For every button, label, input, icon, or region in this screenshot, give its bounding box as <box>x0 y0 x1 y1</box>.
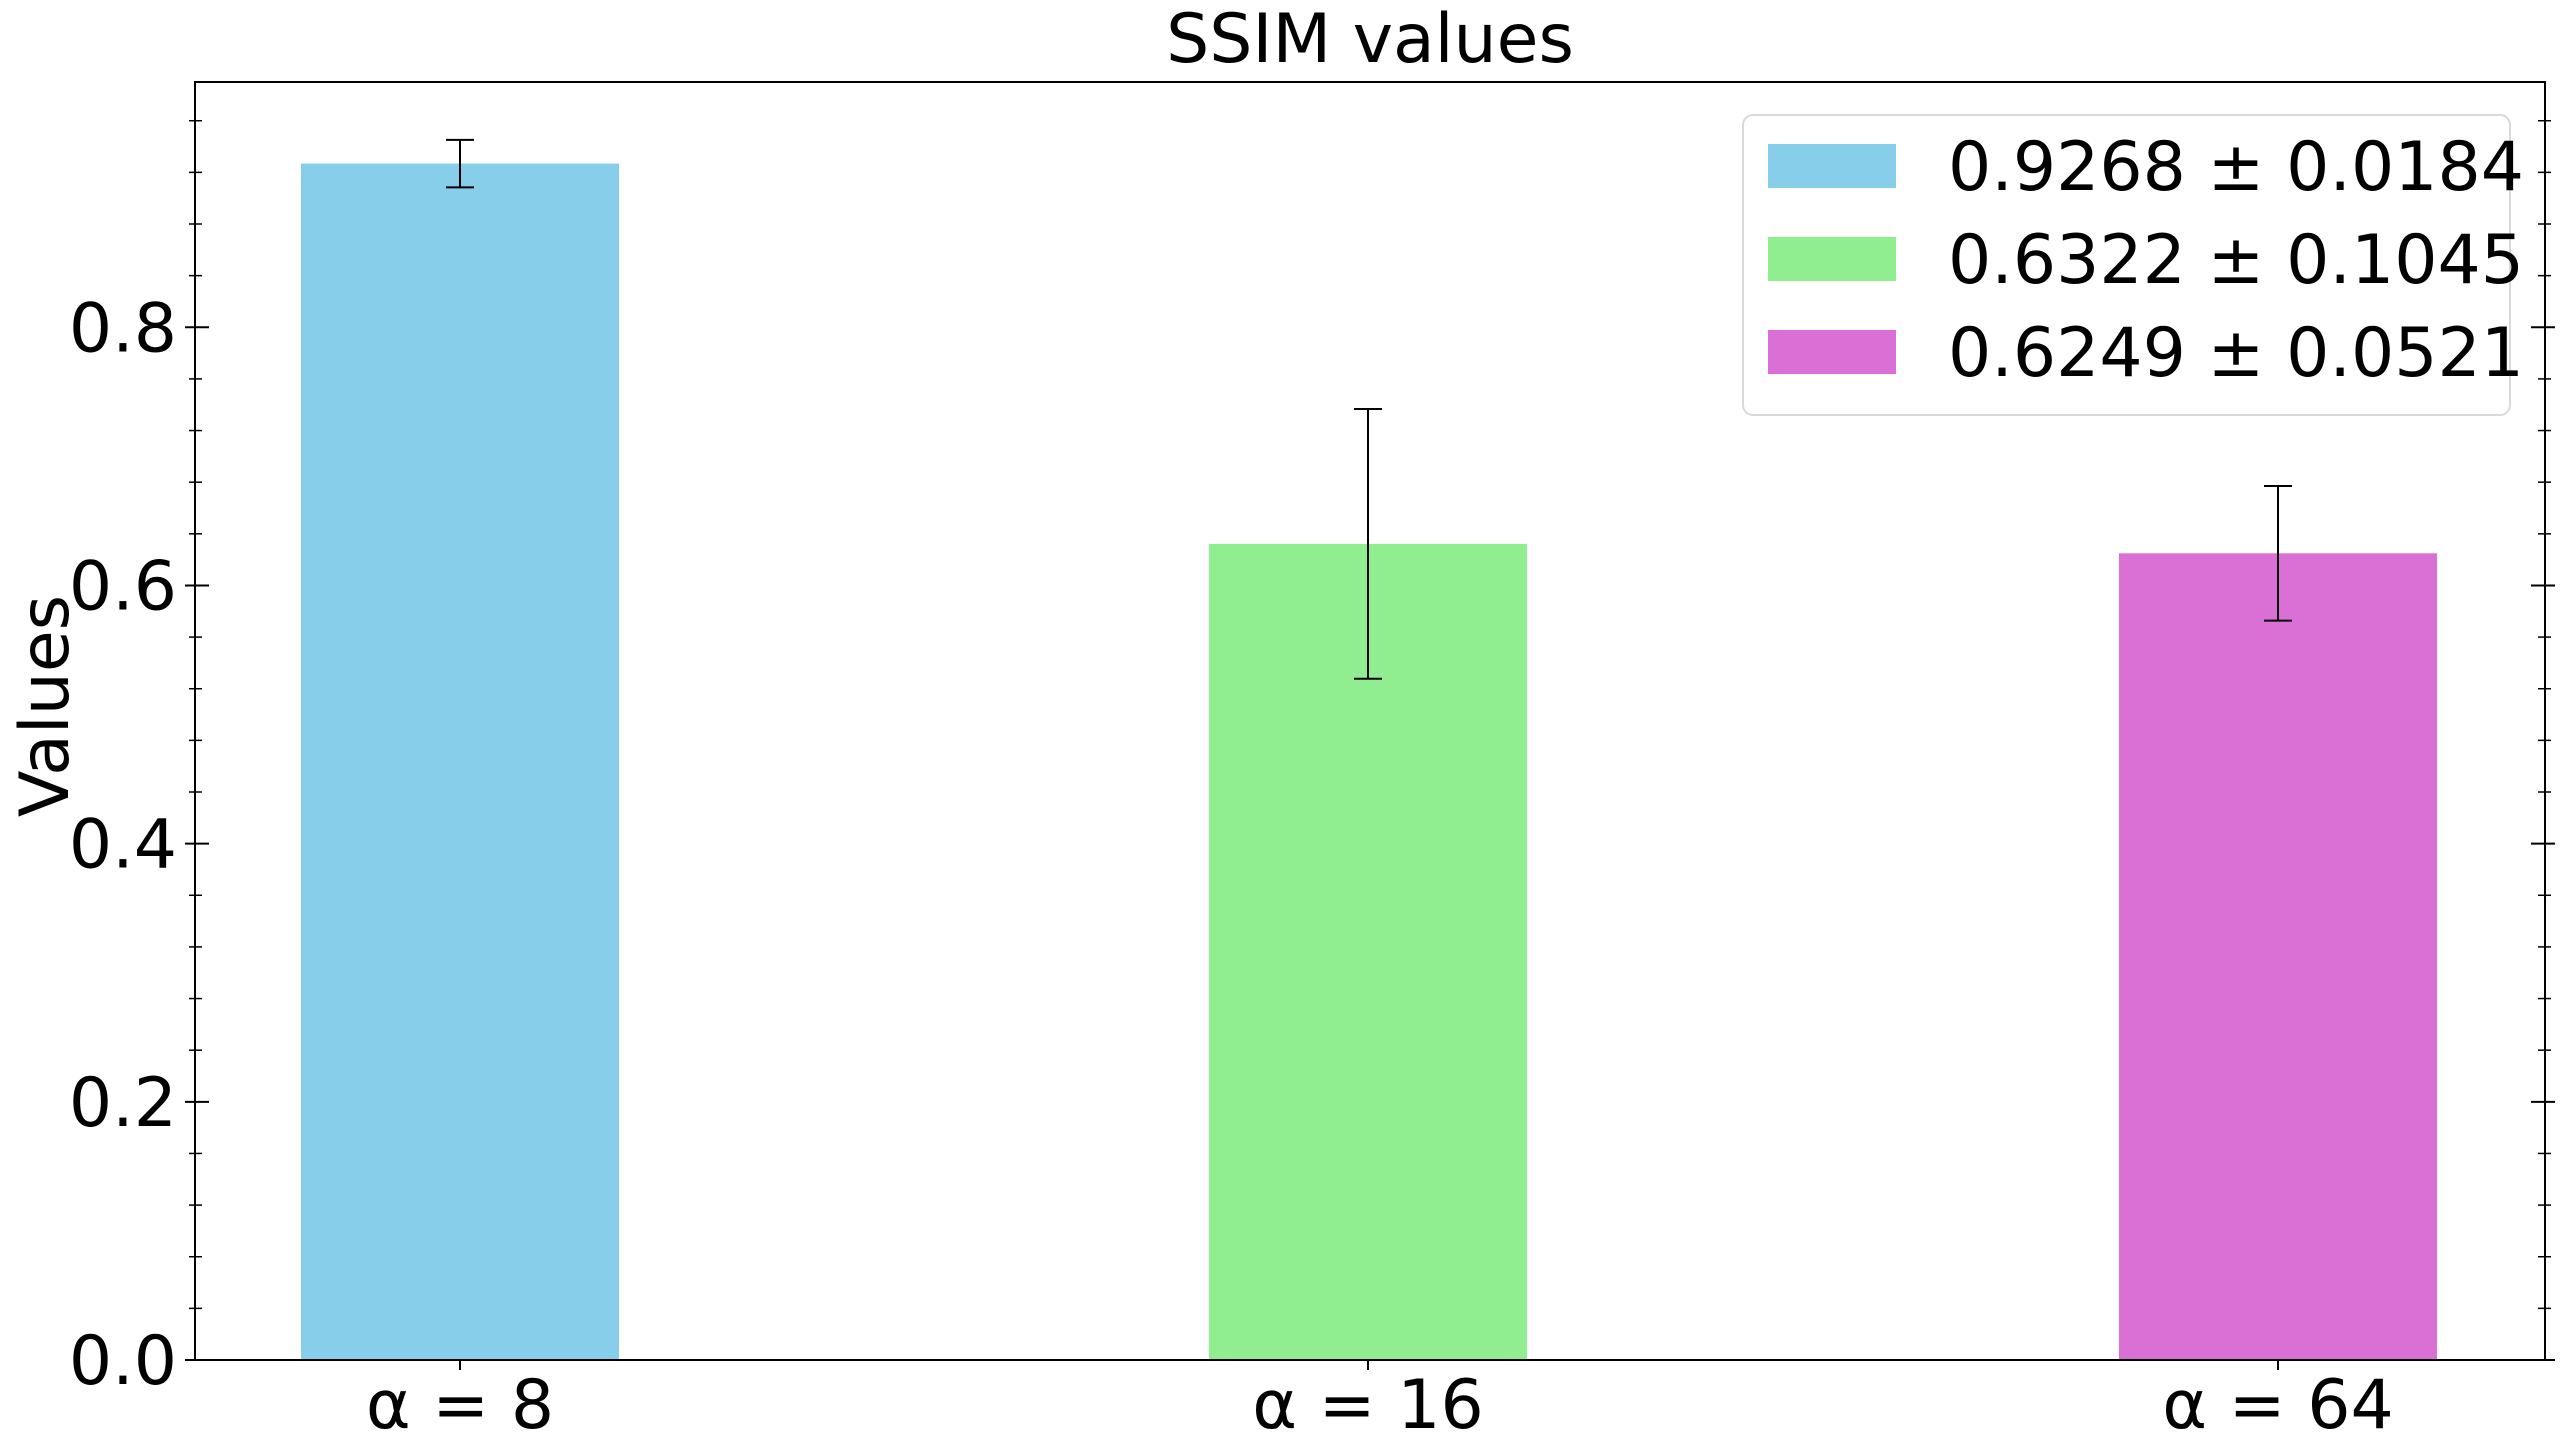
x-tick-label: α = 64 <box>2162 1366 2394 1445</box>
legend-box <box>1742 114 2511 416</box>
legend-swatch <box>1768 330 1896 374</box>
plot-frame <box>194 81 2546 1361</box>
y-tick-label: 0.4 <box>69 806 177 885</box>
x-tick-label: α = 8 <box>366 1366 554 1445</box>
x-tick-label: α = 16 <box>1252 1366 1484 1445</box>
legend-label: 0.6249 ± 0.0521 <box>1948 314 2524 393</box>
chart-title: SSIM values <box>1166 0 1574 79</box>
error-bars <box>446 138 2292 680</box>
y-tick-label: 0.8 <box>69 289 177 368</box>
legend-swatch <box>1768 237 1896 281</box>
y-tick-label: 0.0 <box>69 1322 177 1401</box>
legend-label: 0.6322 ± 0.1045 <box>1948 221 2524 300</box>
bar <box>1209 543 1527 1360</box>
legend-label: 0.9268 ± 0.0184 <box>1948 128 2524 207</box>
x-tick-labels: α = 8 α = 16 α = 64 <box>366 1366 2394 1445</box>
bar <box>301 163 619 1360</box>
legend-swatch <box>1768 144 1896 188</box>
y-tick-label: 0.6 <box>69 547 177 626</box>
bars <box>301 163 2437 1360</box>
legend: 0.9268 ± 0.0184 0.6322 ± 0.1045 0.6249 ± 0… <box>1742 114 2524 416</box>
y-tick-labels: 0.0 0.2 0.4 0.6 0.8 <box>69 289 177 1401</box>
y-axis-label: Values <box>6 595 85 817</box>
y-tick-label: 0.2 <box>69 1064 177 1143</box>
bar <box>2119 553 2437 1360</box>
